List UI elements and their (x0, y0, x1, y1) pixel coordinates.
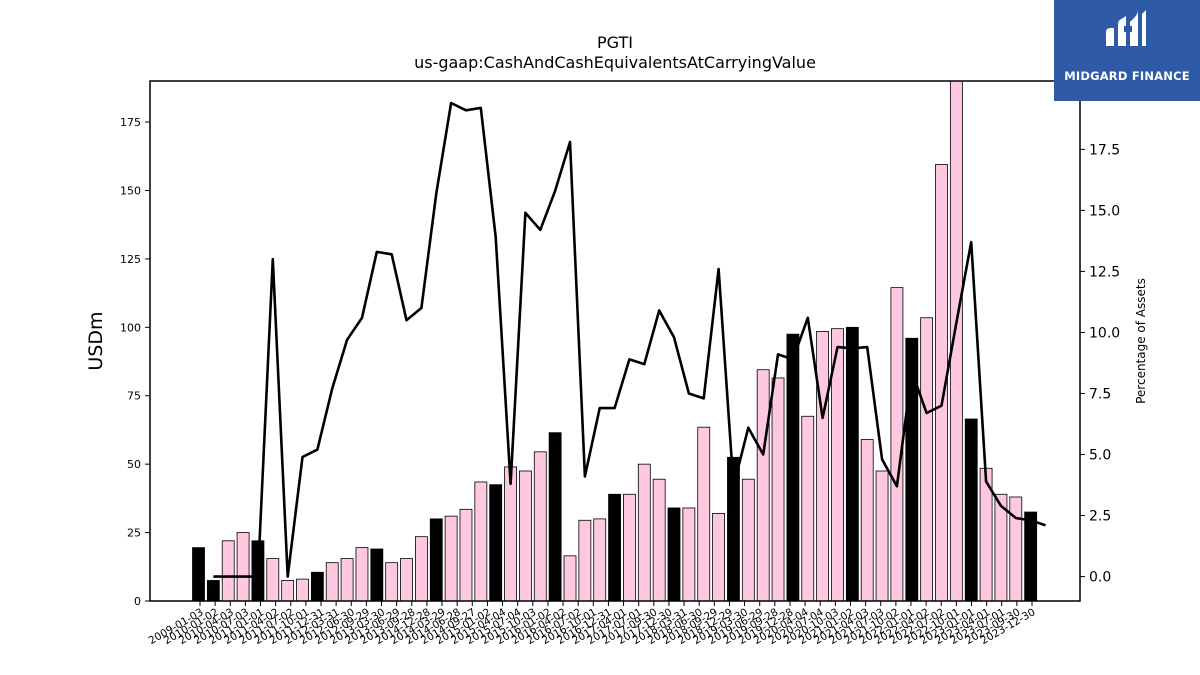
bar-series (192, 80, 1038, 602)
bar (355, 547, 369, 602)
y-right-tick-label: 17.5 (1089, 142, 1120, 158)
bar (504, 466, 517, 602)
y-axis-right-label: Percentage of Assets (1134, 278, 1148, 404)
plot-frame (149, 80, 1081, 602)
bar (860, 439, 874, 602)
bar (266, 558, 280, 602)
bar (414, 536, 428, 602)
bar (370, 548, 384, 602)
bar (756, 369, 770, 602)
line-series (213, 101, 1046, 578)
bar (845, 326, 859, 602)
chart-subtitle: us-gaap:CashAndCashEquivalentsAtCarrying… (414, 53, 816, 72)
bar (875, 470, 889, 602)
bar (459, 508, 473, 602)
bar (667, 507, 681, 602)
bar (548, 432, 562, 602)
midgard-logo-icon (1106, 10, 1146, 46)
bar (637, 463, 651, 602)
bar (281, 580, 295, 602)
bar (221, 540, 235, 602)
y-right-tick-label: 12.5 (1089, 264, 1120, 280)
bar (325, 562, 339, 602)
y-tick-label: 150 (120, 184, 141, 197)
bar (652, 478, 666, 602)
bar (697, 426, 711, 602)
bar (236, 532, 250, 602)
chart-title: PGTI (597, 33, 633, 52)
y-axis-left: 0 25 50 75 100 125 150 175 (120, 116, 150, 608)
y-right-tick-label: 0.0 (1089, 570, 1111, 586)
y-tick-label: 100 (120, 321, 141, 334)
bar (444, 515, 458, 602)
bar (801, 415, 815, 602)
bar (816, 331, 830, 602)
bar (340, 558, 354, 602)
bar (474, 481, 488, 602)
y-right-tick-label: 15.0 (1089, 203, 1120, 219)
bar (310, 571, 324, 602)
y-right-tick-label: 7.5 (1089, 386, 1111, 402)
bar (519, 470, 532, 602)
bar (964, 418, 978, 602)
x-axis: 2009-01-032010-01-022010-04-032010-07-03… (147, 601, 1038, 647)
bar (712, 513, 725, 602)
bar (206, 580, 220, 602)
bar (489, 484, 503, 602)
y-axis-right: 0.0 2.5 5.0 7.5 10.0 12.5 15.0 17.5 (1080, 142, 1120, 586)
bar (771, 377, 785, 602)
percentage-line (213, 101, 1046, 578)
y-right-tick-label: 10.0 (1089, 325, 1120, 341)
bar (593, 518, 607, 602)
y-tick-label: 125 (120, 253, 141, 266)
y-tick-label: 175 (120, 116, 141, 129)
brand-logo: MIDGARD FINANCE (1054, 0, 1200, 101)
bar (385, 562, 399, 602)
bar (920, 317, 934, 602)
bar (578, 519, 592, 602)
y-tick-label: 0 (134, 595, 141, 608)
bar (786, 333, 800, 602)
bar (429, 518, 443, 602)
y-right-tick-label: 5.0 (1089, 448, 1111, 464)
y-tick-label: 75 (127, 390, 141, 403)
y-axis-label: USDm (85, 311, 107, 370)
bar (192, 547, 205, 602)
bar (623, 493, 636, 602)
brand-name: MIDGARD FINANCE (1064, 69, 1190, 83)
bar (296, 578, 309, 602)
bar (400, 558, 413, 602)
bar (1009, 496, 1023, 602)
bar (741, 478, 755, 602)
y-tick-label: 50 (127, 458, 141, 471)
bar (533, 451, 547, 602)
y-right-tick-label: 2.5 (1089, 509, 1111, 525)
bar (682, 507, 696, 602)
bar (608, 493, 621, 602)
y-tick-label: 25 (127, 527, 141, 540)
bar (563, 555, 577, 602)
bar (1024, 511, 1038, 602)
